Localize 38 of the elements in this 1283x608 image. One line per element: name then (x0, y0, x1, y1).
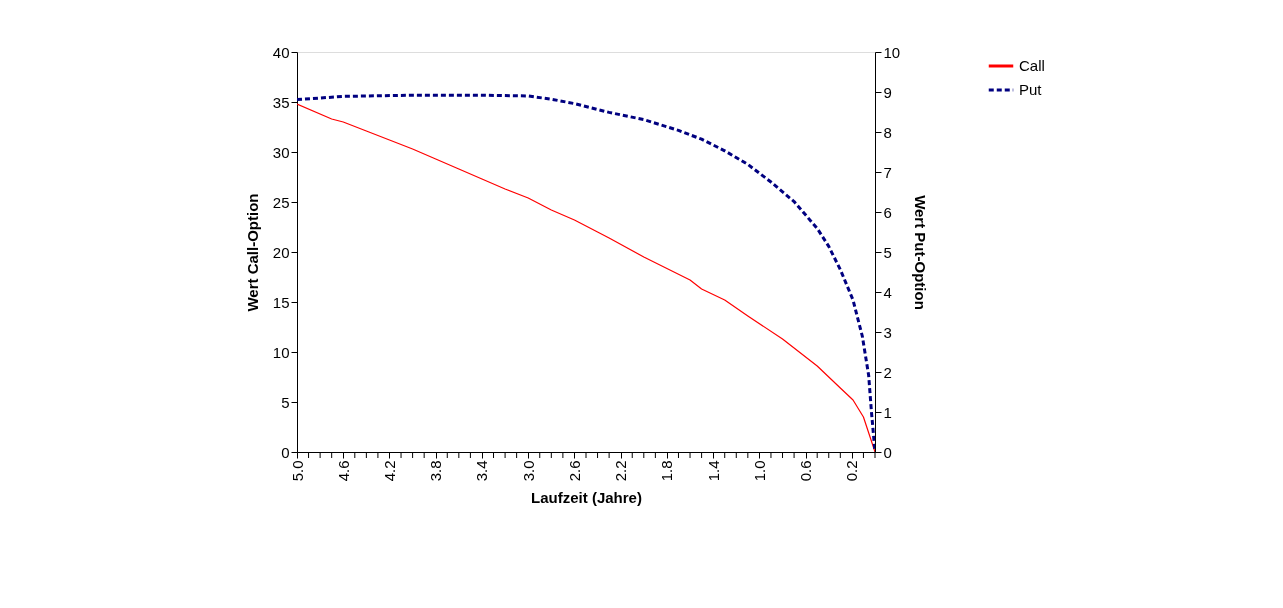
y-tick-label: 20 (272, 243, 290, 261)
x-tick-label: 2.6 (565, 460, 583, 482)
y-tick-label: 0 (281, 443, 290, 461)
legend-label: Put (1019, 81, 1043, 98)
x-tick-label: 1.4 (704, 460, 722, 482)
y2-tick-label: 5 (883, 243, 892, 261)
y-tick-label: 10 (272, 343, 290, 361)
y-tick-label: 30 (272, 143, 290, 161)
y2-tick-label: 10 (883, 43, 901, 61)
x-tick-label: 2.2 (612, 460, 630, 482)
y2-tick-label: 9 (883, 83, 892, 101)
y-tick-label: 25 (272, 193, 290, 211)
x-tick-label: 1.8 (658, 460, 676, 482)
y2-tick-label: 7 (883, 163, 892, 181)
y-tick-label: 15 (272, 293, 290, 311)
x-tick-label: 4.2 (380, 460, 398, 482)
y2-tick-label: 3 (883, 323, 892, 341)
y-tick-label: 35 (272, 93, 290, 111)
x-axis-title: Laufzeit (Jahre) (531, 489, 642, 507)
x-tick-label: 4.6 (334, 460, 352, 482)
x-tick-label: 3.0 (519, 460, 537, 482)
y-tick-label: 5 (281, 393, 290, 411)
x-tick-label: 0.6 (797, 460, 815, 482)
y2-tick-label: 0 (883, 443, 892, 461)
y2-tick-label: 8 (883, 123, 892, 141)
x-tick-label: 5.0 (288, 460, 306, 482)
x-tick-label: 1.0 (750, 460, 768, 482)
x-tick-label: 3.8 (427, 460, 445, 482)
y2-tick-label: 4 (883, 283, 892, 301)
y2-tick-label: 1 (883, 403, 892, 421)
legend-label: Call (1019, 57, 1045, 74)
y-axis-title: Wert Call-Option (243, 193, 261, 312)
y2-tick-label: 6 (883, 203, 892, 221)
y2-tick-label: 2 (883, 363, 892, 381)
y-tick-label: 40 (272, 43, 290, 61)
y2-axis-title: Wert Put-Option (912, 195, 930, 310)
x-tick-label: 0.2 (843, 460, 861, 482)
x-tick-label: 3.4 (473, 460, 491, 482)
